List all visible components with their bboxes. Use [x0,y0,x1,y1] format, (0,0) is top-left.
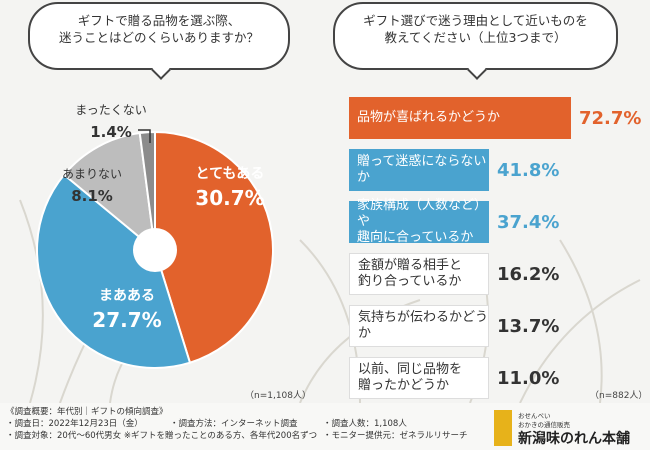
pie-slice-mattaku [138,130,156,251]
pie-value-label: 30.7% [195,186,265,210]
footer-count: ・調査人数：1,108人 [323,419,407,429]
bar-category-label: 贈って迷惑にならないか [357,154,487,185]
brand-mark-icon [494,410,512,446]
pie-slice-totemo [154,130,274,364]
pie-label-group-totemo: とてもある 30.7% [185,163,275,210]
footer-provider: ・モニター提供元：ゼネラルリサーチ [323,431,468,441]
bar-row: 以前、同じ品物を 贈ったかどうか 11.0% [349,357,559,399]
pie-chart [36,129,274,369]
brand-tagline-2: おかきの通信販売 [518,421,570,429]
bar-row: 気持ちが伝わるかどうか 13.7% [349,305,559,347]
pie-value-label: 27.7% [92,308,162,332]
bar-category-label: 以前、同じ品物を 贈ったかどうか [358,362,463,393]
bar: 以前、同じ品物を 贈ったかどうか [349,357,489,399]
pie-center-hole [133,228,177,272]
bar-row: 金額が贈る相手と 釣り合っているか 16.2% [349,253,559,295]
question-2-bubble: ギフト選びで迷う理由として近いものを 教えてください（上位3つまで） [333,2,618,80]
pie-value-label: 8.1% [71,187,113,205]
pie-label-group-amari: あまりない 8.1% [52,165,132,205]
bar-category-label: 品物が喜ばれるかどうか [357,110,501,125]
bar-value-label: 41.8% [497,159,560,181]
question-2-line-1: ギフト選びで迷う理由として近いものを [363,13,588,28]
bar-row: 家族構成（人数など）や 趣向に合っているか 37.4% [349,198,560,245]
bar-value-label: 37.4% [497,211,560,233]
bar-value-label: 11.0% [497,367,560,389]
pie-sample-size: （n=1,108人） [245,391,312,401]
bar-value-label: 72.7% [579,107,642,129]
bar-value-label: 13.7% [497,315,560,337]
pie-value-label: 1.4% [90,123,132,141]
bar-value-label: 16.2% [497,263,560,285]
question-1-line-1: ギフトで贈る品物を選ぶ際、 [77,13,241,28]
bar-category-label: 家族構成（人数など）や 趣向に合っているか [357,198,488,245]
pie-slice-amari [62,131,157,253]
bar: 金額が贈る相手と 釣り合っているか [349,253,489,295]
question-2-line-2: 教えてください（上位3つまで） [384,30,567,45]
pie-slice-maa [36,173,192,369]
survey-panel: ギフトで贈る品物を選ぶ際、 迷うことはどのくらいありますか？ ギフト選びで迷う理… [19,2,648,403]
pie-label: まったくない [75,103,147,117]
bar-row: 品物が喜ばれるかどうか 72.7% [349,97,641,139]
pie-label: とてもある [195,166,265,182]
bar-category-label: 金額が贈る相手と 釣り合っているか [358,258,463,289]
bar: 気持ちが伝わるかどうか [349,305,489,347]
bar: 家族構成（人数など）や 趣向に合っているか [349,198,489,245]
bar: 品物が喜ばれるかどうか [349,97,571,139]
footer-date: ・調査日：2022年12月23日（金） [6,419,143,429]
bar-sample-size: （n=882人） [590,391,648,401]
brand-logo: おせんべい おかきの通信販売 新潟味のれん本舗 [494,408,644,448]
pie-label: まあある [99,288,155,304]
survey-footer: 《調査概要：年代別｜ギフトの傾向調査》 ・調査日：2022年12月23日（金） … [0,403,650,450]
bar-row: 贈って迷惑にならないか 41.8% [349,149,559,191]
pie-label-group-maa: まあある 27.7% [82,285,172,332]
question-1-bubble: ギフトで贈る品物を選ぶ際、 迷うことはどのくらいありますか？ [28,2,290,80]
pie-label-group-mattaku: まったくない 1.4% [66,101,156,141]
footer-heading: 《調査概要：年代別｜ギフトの傾向調査》 [6,407,168,417]
bar-category-label: 気持ちが伝わるかどうか [358,310,489,341]
pie-leader-line [138,129,151,143]
question-1-line-2: 迷うことはどのくらいありますか？ [58,30,259,45]
pie-label: あまりない [61,167,122,181]
brand-name: 新潟味のれん本舗 [518,431,630,447]
footer-target: ・調査対象：20代〜60代男女 ※ギフトを贈ったことのある方、各年代200名ずつ [6,431,318,441]
brand-tagline-1: おせんべい [518,412,551,420]
footer-method: ・調査方法：インターネット調査 [170,419,298,429]
bar: 贈って迷惑にならないか [349,149,489,191]
